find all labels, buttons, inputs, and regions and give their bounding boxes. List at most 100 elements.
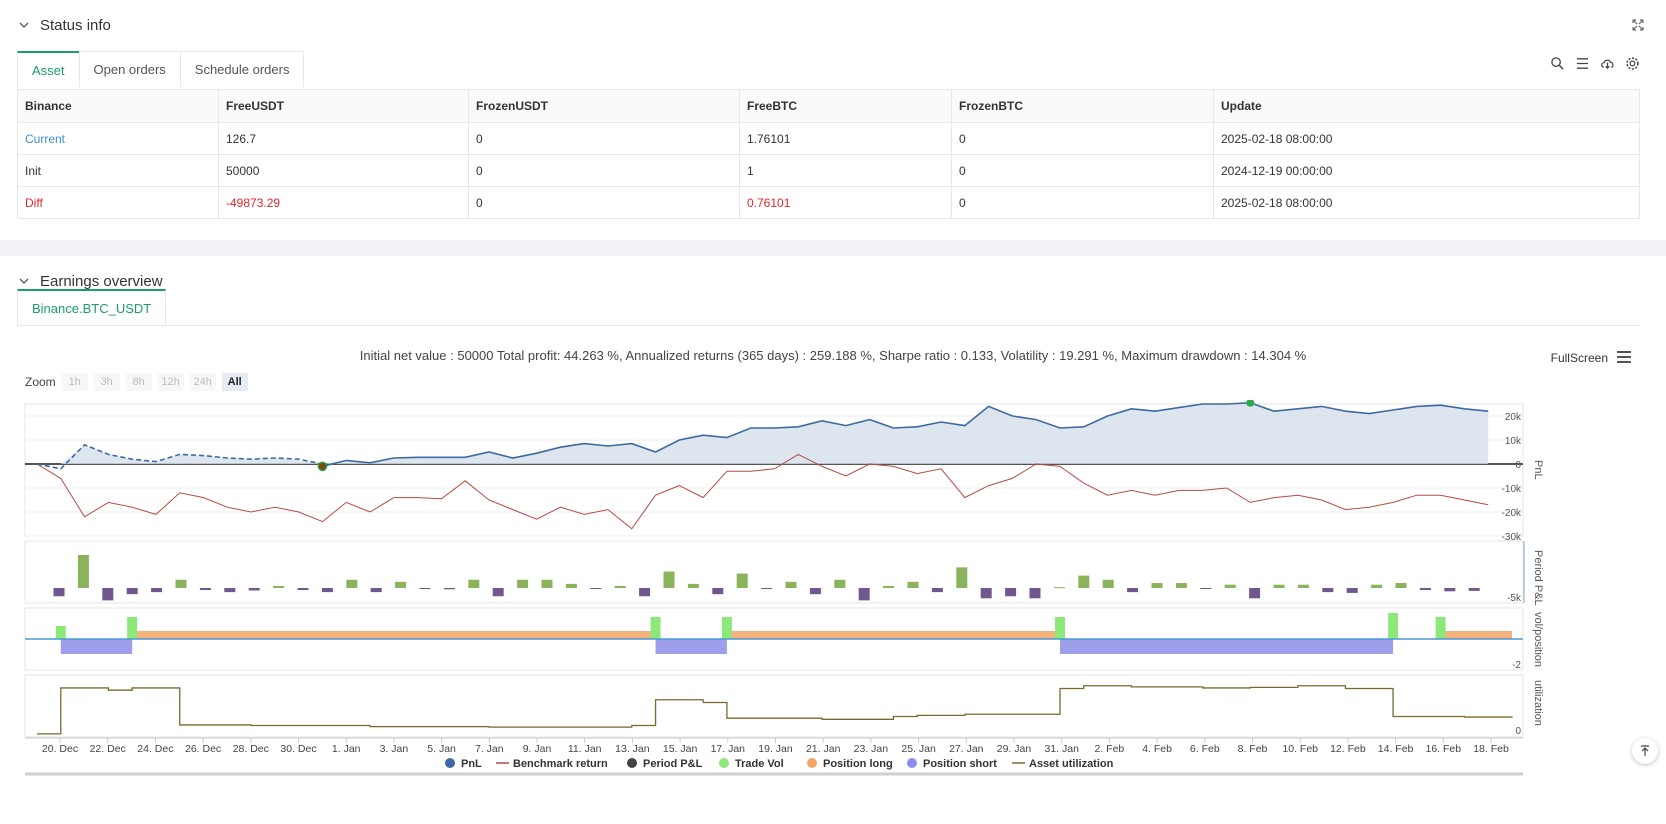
- x-tick-label: 25. Jan: [901, 743, 936, 755]
- x-tick-label: 30. Dec: [280, 743, 316, 755]
- period-pane-frame: [24, 540, 1524, 604]
- tab-open-orders[interactable]: Open orders: [78, 51, 181, 87]
- legend-label: Trade Vol: [735, 758, 784, 770]
- x-tick-label: 10. Feb: [1282, 743, 1318, 755]
- position-short-bar: [60, 639, 133, 654]
- pnl-tick-label: 10k: [1505, 436, 1522, 447]
- gear-icon[interactable]: [1625, 56, 1640, 71]
- status-info-title: Status info: [40, 16, 111, 34]
- x-tick-label: 2. Feb: [1095, 743, 1125, 755]
- table-header-row: Binance FreeUSDT FrozenUSDT FreeBTC Froz…: [17, 89, 1640, 123]
- x-tick-label: 22. Dec: [90, 743, 126, 755]
- chart-menu-icon[interactable]: [1616, 350, 1632, 364]
- earnings-overview-header[interactable]: Earnings overview: [0, 256, 1666, 306]
- collapse-icon[interactable]: [1632, 18, 1644, 34]
- status-info-header[interactable]: Status info: [0, 0, 1666, 50]
- legend-item[interactable]: PnL: [445, 758, 482, 770]
- x-tick-label: 26. Dec: [185, 743, 221, 755]
- period-pnl-bar: [541, 579, 553, 588]
- earnings-chart[interactable]: 20k 10k 0 -10k -20k -30k PnL -5k Period P&L -2 vol…: [0, 400, 1666, 824]
- tab-schedule-orders[interactable]: Schedule orders: [179, 51, 305, 87]
- legend-item[interactable]: Asset utilization: [1012, 758, 1114, 770]
- scroll-to-top-button[interactable]: [1632, 738, 1658, 764]
- zoom-8h-button[interactable]: 8h: [125, 373, 152, 391]
- zoom-3h-button[interactable]: 3h: [93, 373, 120, 391]
- legend-item[interactable]: Position long: [807, 758, 893, 770]
- legend-item[interactable]: Position short: [907, 758, 997, 770]
- zoom-12h-button[interactable]: 12h: [157, 373, 184, 391]
- table-row: Current 126.7 0 1.76101 0 2025-02-18 08:…: [17, 122, 1640, 155]
- marker-point: [317, 461, 328, 472]
- period-pnl-bar: [1322, 588, 1334, 593]
- performance-summary: Initial net value : 50000 Total profit: …: [359, 348, 1307, 363]
- table-cell: Diff: [17, 186, 219, 219]
- zoom-all-button[interactable]: All: [221, 373, 248, 391]
- tab-binance-btc-usdt[interactable]: Binance.BTC_USDT: [17, 289, 167, 325]
- period-pnl-bar: [883, 585, 895, 588]
- period-pnl-bar: [956, 567, 968, 588]
- table-tools: [1550, 56, 1640, 71]
- tab-asset[interactable]: Asset: [17, 51, 80, 87]
- table-cell: 2025-02-18 08:00:00: [1213, 122, 1640, 155]
- table-cell: 0: [468, 122, 740, 155]
- position-short-bar: [655, 639, 727, 654]
- legend-item[interactable]: Trade Vol: [719, 758, 784, 770]
- chevron-down-icon[interactable]: [18, 275, 30, 287]
- column-header: FreeBTC: [739, 89, 952, 123]
- table-cell: -49873.29: [218, 186, 469, 219]
- period-pnl-bar: [53, 588, 65, 597]
- period-pnl-bar: [1346, 588, 1358, 593]
- legend-label: Position long: [823, 758, 893, 770]
- utilization-line: [37, 685, 1513, 735]
- legend-item[interactable]: Period P&L: [627, 758, 703, 770]
- x-tick-label: 5. Jan: [427, 743, 456, 755]
- period-pnl-bar: [834, 579, 846, 588]
- cloud-download-icon[interactable]: [1600, 56, 1615, 71]
- asset-table: Binance FreeUSDT FrozenUSDT FreeBTC Froz…: [17, 89, 1640, 219]
- table-cell: 2025-02-18 08:00:00: [1213, 186, 1640, 219]
- x-tick-label: 20. Dec: [42, 743, 78, 755]
- legend-label: Asset utilization: [1029, 758, 1114, 770]
- table-row: Init 50000 0 1 0 2024-12-19 00:00:00: [17, 154, 1640, 187]
- period-pnl-bar: [761, 588, 773, 589]
- period-pnl-bar: [297, 588, 309, 591]
- zoom-1h-button[interactable]: 1h: [61, 373, 88, 391]
- legend-symbol: [807, 758, 817, 768]
- period-pnl-bar: [1175, 583, 1187, 588]
- x-tick-label: 17. Jan: [711, 743, 746, 755]
- trade-vol-bar: [1388, 613, 1399, 639]
- chevron-down-icon[interactable]: [18, 19, 30, 31]
- x-tick-label: 1. Jan: [332, 743, 361, 755]
- legend-item[interactable]: Benchmark return: [496, 758, 608, 770]
- x-tick-label: 29. Jan: [997, 743, 1032, 755]
- row-label-link[interactable]: Current: [17, 122, 219, 155]
- period-pnl-bar: [1468, 588, 1480, 591]
- pnl-tick-label: 0: [1515, 460, 1521, 471]
- period-pnl-bar: [1029, 588, 1041, 599]
- trade-vol-bar: [127, 617, 138, 639]
- pnl-dashed-line: [36, 443, 323, 470]
- period-pnl-bar: [1102, 579, 1114, 588]
- pnl-tick-label: -20k: [1502, 508, 1522, 519]
- symbol-tabs: Binance.BTC_USDT: [17, 289, 167, 325]
- x-tick-label: 14. Feb: [1378, 743, 1414, 755]
- period-pnl-bar: [785, 581, 797, 588]
- period-pnl-bar: [980, 588, 992, 599]
- x-tick-label: 23. Jan: [854, 743, 889, 755]
- period-pnl-bar: [468, 579, 480, 588]
- zoom-24h-button[interactable]: 24h: [189, 373, 216, 391]
- x-tick-label: 11. Jan: [568, 743, 602, 755]
- period-pnl-bar: [77, 555, 89, 588]
- search-icon[interactable]: [1550, 56, 1565, 71]
- list-icon[interactable]: [1575, 56, 1590, 71]
- column-header: Update: [1213, 89, 1640, 123]
- legend-label: Benchmark return: [513, 758, 608, 770]
- utilization-tick-label: 0: [1515, 726, 1521, 737]
- x-tick-label: 24. Dec: [137, 743, 173, 755]
- status-info-panel: Status info Asset Open orders Schedule o…: [0, 0, 1666, 240]
- period-pnl-bar: [687, 583, 699, 588]
- legend-symbol: [907, 758, 917, 768]
- fullscreen-button[interactable]: FullScreen: [1550, 351, 1608, 365]
- period-pnl-bar: [199, 588, 211, 591]
- x-tick-label: 15. Jan: [663, 743, 698, 755]
